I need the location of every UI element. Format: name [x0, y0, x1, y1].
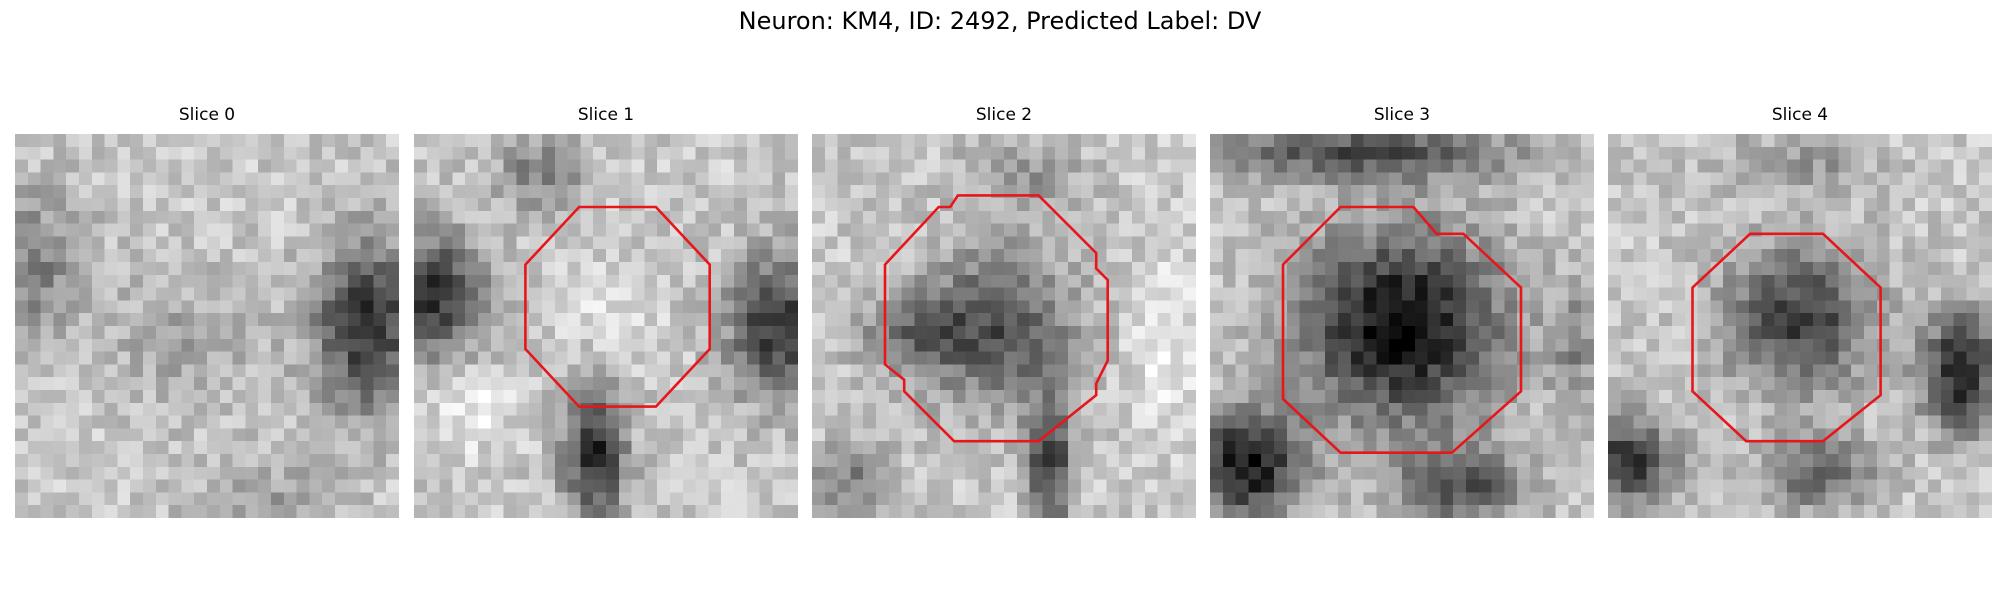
- slice-title-4: Slice 4: [1771, 105, 1829, 125]
- pixel-grid: [15, 134, 399, 518]
- slice-svg: [812, 134, 1196, 518]
- slice-image-3: [1210, 134, 1594, 518]
- segmentation-contour: [524, 205, 712, 408]
- slice-image-0: [15, 134, 399, 518]
- pixel-grid: [414, 134, 798, 518]
- slice-svg: [414, 134, 798, 518]
- slice-image-1: [414, 134, 798, 518]
- slice-image-4: [1608, 134, 1992, 518]
- pixel-grid: [812, 134, 1196, 518]
- segmentation-contour: [1281, 205, 1523, 455]
- slice-title-1: Slice 1: [577, 105, 635, 125]
- slice-svg: [1608, 134, 1992, 518]
- slice-panels: Slice 0 Slice 1 Slice 2 Slice 3 Slice 4: [0, 104, 2000, 524]
- segmentation-contour: [883, 194, 1110, 443]
- pixel-grid: [1210, 134, 1594, 518]
- figure-title: Neuron: KM4, ID: 2492, Predicted Label: …: [738, 7, 1262, 35]
- pixel-grid: [1608, 134, 1992, 518]
- slice-svg: [15, 134, 399, 518]
- slice-title-3: Slice 3: [1373, 105, 1431, 125]
- slice-image-2: [812, 134, 1196, 518]
- slice-title-2: Slice 2: [975, 105, 1033, 125]
- slice-svg: [1210, 134, 1594, 518]
- segmentation-contour: [1691, 232, 1882, 443]
- slice-title-0: Slice 0: [178, 105, 236, 125]
